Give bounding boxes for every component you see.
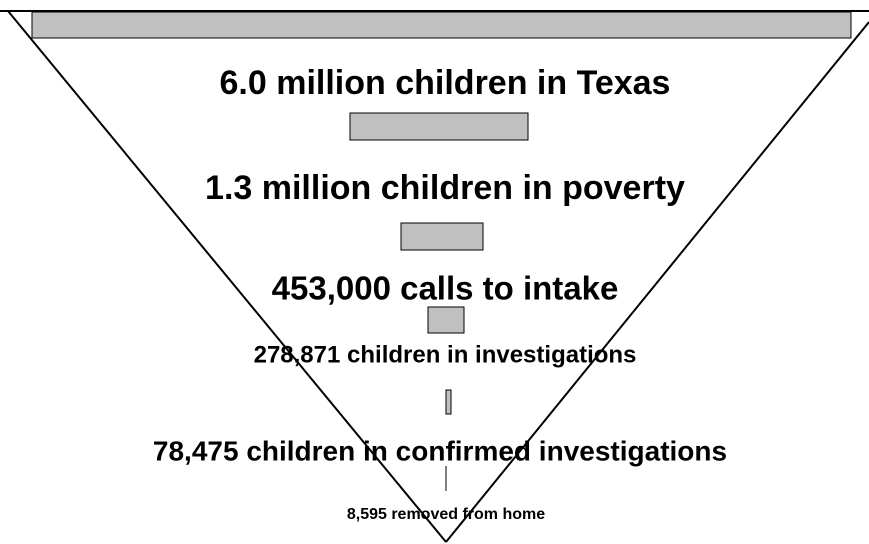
funnel-right-edge bbox=[445, 21, 869, 543]
stage-bar bbox=[400, 222, 484, 251]
stage-label: 6.0 million children in Texas bbox=[220, 64, 671, 102]
stage-label: 8,595 removed from home bbox=[347, 506, 545, 523]
stage-bar bbox=[349, 112, 529, 141]
stage-bar bbox=[427, 306, 465, 334]
stage-label: 453,000 calls to intake bbox=[272, 270, 619, 307]
funnel-left-edge bbox=[7, 10, 447, 543]
stage-label: 1.3 million children in poverty bbox=[205, 169, 685, 207]
stage-label: 78,475 children in confirmed investigati… bbox=[153, 435, 727, 466]
top-bar bbox=[31, 11, 852, 39]
stage-label: 278,871 children in investigations bbox=[254, 341, 637, 368]
stage-bar bbox=[445, 389, 452, 415]
